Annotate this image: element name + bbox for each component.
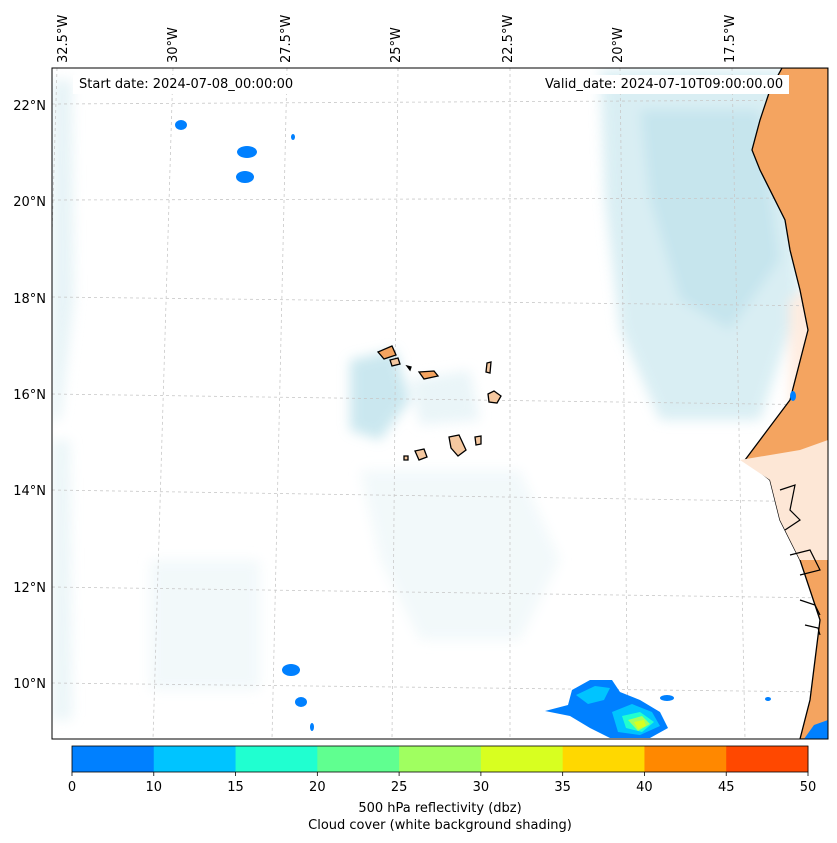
reflectivity-cell <box>660 695 674 701</box>
map-frame <box>51 67 829 740</box>
lon-label: 30°W <box>166 27 181 63</box>
graticule <box>52 68 828 739</box>
colorbar-tick-label: 0 <box>68 780 76 795</box>
colorbar-swatch <box>153 746 237 772</box>
lon-label: 32.5°W <box>56 15 71 63</box>
colorbar-swatch <box>235 746 318 772</box>
reflectivity-cell <box>282 664 300 676</box>
valid-date-label: Valid_date: 2024-07-10T09:00:00.00 <box>539 75 790 94</box>
reflectivity-cell <box>310 723 314 731</box>
map-area <box>52 68 828 739</box>
reflectivity-cell <box>175 120 187 130</box>
reflectivity-cell <box>790 391 796 401</box>
colorbar-swatch <box>317 746 400 772</box>
reflectivity-cell <box>576 686 610 704</box>
lat-label: 16°N <box>13 388 46 403</box>
reflectivity-cell <box>236 171 254 183</box>
lon-label: 25°W <box>389 27 404 63</box>
colorbar-swatch <box>562 746 645 772</box>
senegal-gambia-shading <box>740 440 828 560</box>
island-brava <box>403 455 409 461</box>
colorbar-swatch <box>644 746 727 772</box>
start-date-label: Start date: 2024-07-08_00:00:00 <box>73 75 300 94</box>
lon-label: 27.5°W <box>279 15 294 63</box>
colorbar-tick-label: 20 <box>309 780 326 795</box>
lat-label: 10°N <box>13 677 46 692</box>
island-sal <box>485 361 492 374</box>
reflectivity-cell <box>765 697 771 701</box>
lon-label: 20°W <box>611 27 626 63</box>
colorbar-swatch <box>399 746 482 772</box>
island-fogo <box>414 448 428 461</box>
reflectivity-cell <box>237 146 257 158</box>
colorbar-swatch <box>726 746 809 772</box>
colorbar: 0 10 15 20 25 30 35 40 45 50 <box>68 745 817 795</box>
lat-label: 22°N <box>13 99 46 114</box>
colorbar-swatch <box>480 746 564 772</box>
lat-label: 20°N <box>13 195 46 210</box>
colorbar-tick-label: 40 <box>636 780 653 795</box>
reflectivity-cell <box>295 697 307 707</box>
island-boa-vista <box>487 390 502 404</box>
colorbar-frame <box>71 745 809 773</box>
reflectivity-cells <box>175 120 828 739</box>
island-santo-antao <box>376 345 397 360</box>
colorbar-tick-label: 45 <box>718 780 735 795</box>
reflectivity-cell <box>291 134 295 140</box>
reflectivity-cell <box>634 720 646 729</box>
lon-label: 17.5°W <box>723 15 738 63</box>
island-sao-nicolau <box>417 370 440 380</box>
colorbar-label: 500 hPa reflectivity (dbz) <box>358 801 522 816</box>
colorbar-tick-label: 35 <box>554 780 571 795</box>
lat-label: 12°N <box>13 581 46 596</box>
colorbar-tick-label: 30 <box>473 780 490 795</box>
colorbar-tick-label: 50 <box>800 780 817 795</box>
islet-dot <box>405 364 412 372</box>
cape-verde-islands <box>376 345 502 461</box>
island-sao-vicente <box>389 357 401 367</box>
lon-label: 22.5°W <box>501 15 516 63</box>
africa-mainland <box>744 68 828 739</box>
lat-label: 18°N <box>13 292 46 307</box>
lat-label: 14°N <box>13 484 46 499</box>
island-santiago <box>448 434 467 457</box>
latitude-labels: 22°N 20°N 18°N 16°N 14°N 12°N 10°N <box>13 99 46 692</box>
reflectivity-cell <box>804 720 828 739</box>
island-maio <box>474 435 482 446</box>
colorbar-sublabel: Cloud cover (white background shading) <box>308 818 572 833</box>
colorbar-tick-label: 25 <box>391 780 408 795</box>
colorbar-tick-label: 10 <box>146 780 163 795</box>
longitude-labels: 32.5°W 30°W 27.5°W 25°W 22.5°W 20°W 17.5… <box>56 15 738 63</box>
colorbar-swatch <box>72 746 155 772</box>
coastline-detail <box>779 484 821 636</box>
colorbar-tick-label: 15 <box>227 780 244 795</box>
